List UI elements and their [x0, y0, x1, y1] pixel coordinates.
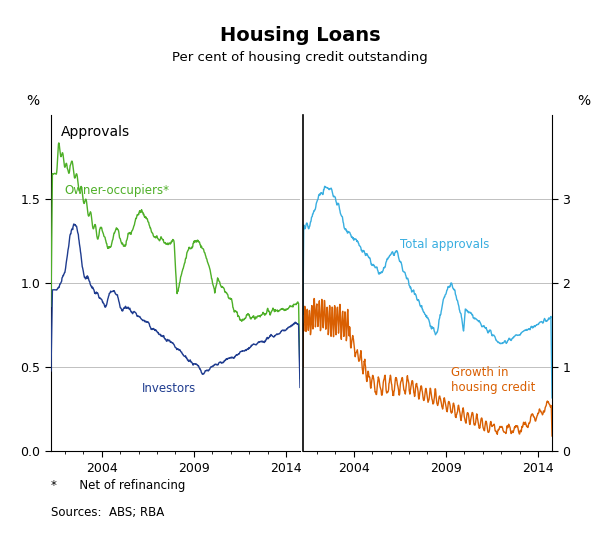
Text: %: % — [577, 94, 590, 108]
Text: Owner-occupiers*: Owner-occupiers* — [65, 184, 170, 197]
Text: Growth in
housing credit: Growth in housing credit — [451, 366, 536, 394]
Text: Approvals: Approvals — [61, 125, 130, 139]
Text: %: % — [26, 94, 39, 108]
Text: Housing Loans: Housing Loans — [220, 26, 380, 45]
Text: *      Net of refinancing: * Net of refinancing — [51, 479, 185, 492]
Text: Investors: Investors — [142, 382, 197, 395]
Text: Sources:  ABS; RBA: Sources: ABS; RBA — [51, 506, 164, 519]
Text: Per cent of housing credit outstanding: Per cent of housing credit outstanding — [172, 51, 428, 64]
Text: Total approvals: Total approvals — [400, 238, 489, 251]
